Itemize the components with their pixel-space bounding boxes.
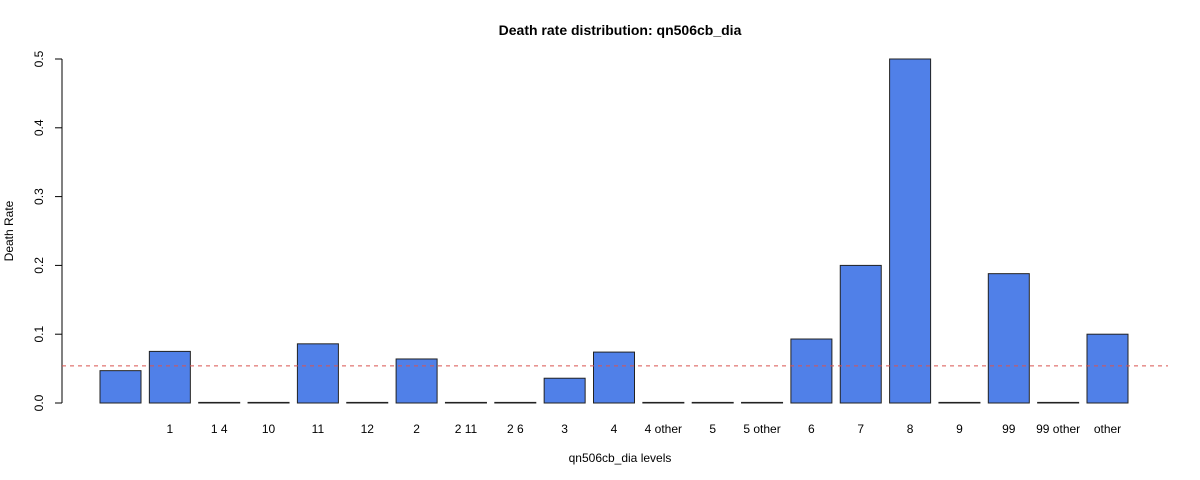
bar: [444, 401, 487, 404]
x-tick-label: 8: [907, 422, 914, 436]
bar: [247, 401, 290, 404]
bar: [198, 401, 241, 404]
x-tick-label: 99: [1002, 422, 1016, 436]
chart-title: Death rate distribution: qn506cb_dia: [499, 22, 742, 38]
x-tick-label: 1 4: [211, 422, 228, 436]
y-tick-label: 0.5: [32, 50, 46, 67]
x-tick-label: 1: [167, 422, 174, 436]
x-axis-title: qn506cb_dia levels: [569, 451, 672, 465]
bar: [790, 338, 833, 404]
bar: [1086, 333, 1129, 404]
x-tick-label: 12: [361, 422, 375, 436]
y-axis-title: Death Rate: [2, 200, 16, 261]
bar: [642, 401, 685, 404]
x-tick-label: 2: [413, 422, 420, 436]
bar: [346, 401, 389, 404]
x-tick-label: 2 6: [507, 422, 524, 436]
x-tick-label: 5: [709, 422, 716, 436]
x-tick-label: 9: [956, 422, 963, 436]
x-tick-label: 99 other: [1036, 422, 1080, 436]
bar: [543, 377, 586, 404]
x-tick-label: 4 other: [645, 422, 682, 436]
bar: [593, 351, 635, 404]
bar: [148, 350, 191, 404]
x-tick-label: other: [1094, 422, 1121, 436]
x-tick-label: 5 other: [743, 422, 780, 436]
y-axis: 0.0 0.1 0.2 0.3 0.4 0.5: [32, 50, 63, 411]
y-tick-label: 0.4: [32, 119, 46, 136]
bar: [741, 401, 784, 404]
bar: [296, 343, 339, 404]
x-tick-label: 4: [611, 422, 618, 436]
x-tick-label: 11: [312, 422, 325, 436]
x-tick-label: 2 11: [455, 422, 478, 436]
bars-layer: [99, 58, 1129, 404]
bar: [494, 401, 537, 404]
x-tick-label: 10: [262, 422, 276, 436]
bar: [99, 370, 142, 404]
bar: [889, 58, 932, 404]
y-tick-label: 0.0: [32, 394, 46, 411]
bar: [839, 264, 882, 404]
x-tick-label: 7: [857, 422, 864, 436]
y-tick-label: 0.3: [32, 188, 46, 205]
y-tick-label: 0.2: [32, 257, 46, 274]
x-tick-label: 6: [808, 422, 815, 436]
bar: [987, 273, 1030, 404]
x-tick-label: 3: [561, 422, 568, 436]
y-tick-label: 0.1: [32, 326, 46, 343]
bar: [1037, 401, 1080, 404]
bar: [691, 401, 734, 404]
bar: [938, 401, 981, 404]
